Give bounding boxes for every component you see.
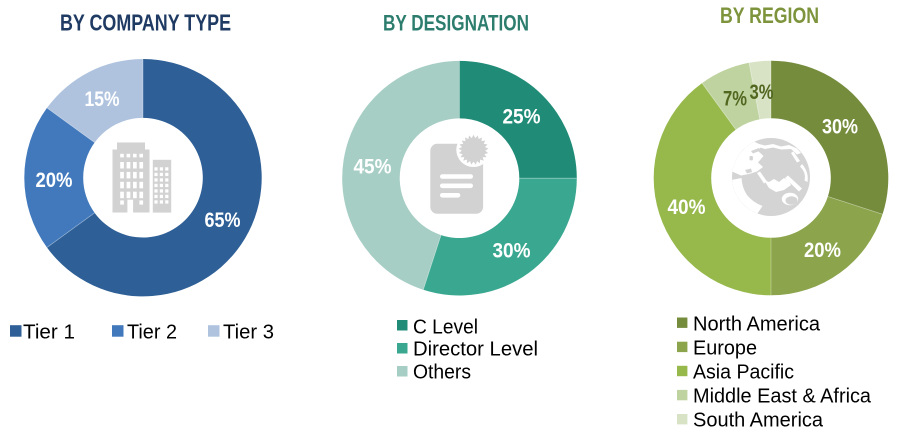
svg-text:Director Level: Director Level xyxy=(413,339,538,361)
svg-text:Tier 1: Tier 1 xyxy=(23,322,75,344)
svg-text:South America: South America xyxy=(693,410,824,432)
svg-text:30%: 30% xyxy=(493,240,531,263)
svg-text:20%: 20% xyxy=(36,169,73,192)
svg-text:Middle East & Africa: Middle East & Africa xyxy=(693,386,872,408)
svg-text:15%: 15% xyxy=(85,88,120,111)
svg-text:North America: North America xyxy=(693,314,821,336)
svg-text:C Level: C Level xyxy=(413,317,478,339)
svg-text:7%: 7% xyxy=(723,88,747,111)
svg-text:30%: 30% xyxy=(822,116,858,139)
svg-text:BY COMPANY TYPE: BY COMPANY TYPE xyxy=(60,9,231,35)
svg-text:65%: 65% xyxy=(205,209,241,232)
svg-text:BY DESIGNATION: BY DESIGNATION xyxy=(383,11,529,36)
svg-text:Asia Pacific: Asia Pacific xyxy=(693,362,794,384)
svg-text:45%: 45% xyxy=(354,156,392,179)
svg-text:3%: 3% xyxy=(750,81,774,104)
svg-text:Others: Others xyxy=(413,362,471,384)
svg-text:40%: 40% xyxy=(668,196,706,219)
svg-text:BY REGION: BY REGION xyxy=(720,3,819,28)
svg-text:Tier 2: Tier 2 xyxy=(127,322,177,344)
svg-text:25%: 25% xyxy=(503,106,541,129)
svg-text:20%: 20% xyxy=(804,239,841,262)
svg-text:Tier 3: Tier 3 xyxy=(223,322,274,344)
svg-text:Europe: Europe xyxy=(693,338,757,360)
